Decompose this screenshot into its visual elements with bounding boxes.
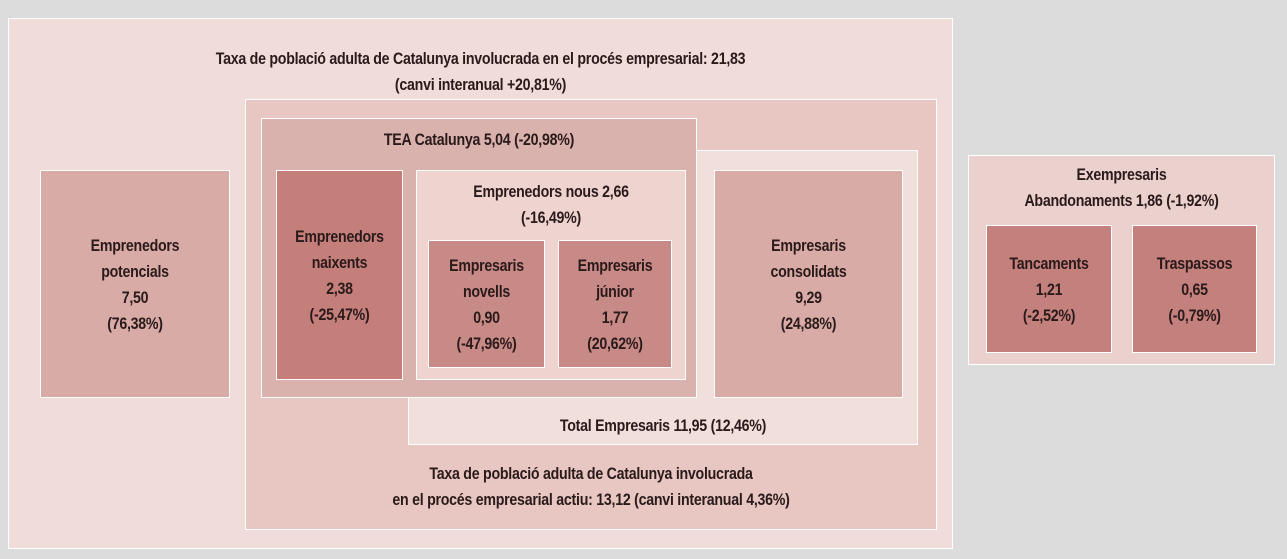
label-line: Tancaments: [1009, 255, 1089, 273]
box-label: Emprenedors potencials 7,50 (76,38%): [54, 171, 216, 399]
label-line: (20,62%): [587, 335, 643, 353]
label-line: 1,21: [1035, 281, 1063, 299]
label-line: Empresaris: [449, 257, 524, 275]
label-line: consolidats: [770, 263, 847, 281]
label-line: (-0,79%): [1168, 307, 1221, 325]
box-label: Taxa de població adulta de Catalunya inv…: [75, 41, 886, 103]
potential-box: Emprenedors potencials 7,50 (76,38%): [40, 170, 230, 398]
transfer-box: Traspassos 0,65 (-0,79%): [1132, 225, 1257, 353]
label-line: Empresaris: [577, 257, 653, 275]
label-line: Abandonaments 1,86 (-1,92%): [1024, 192, 1219, 210]
box-label: TEA Catalunya 5,04 (-20,98%): [292, 123, 665, 157]
label-line: 0,65: [1181, 281, 1208, 299]
label-line: TEA Catalunya 5,04 (-20,98%): [383, 131, 575, 149]
label-line: Emprenedors: [90, 237, 180, 255]
box-label: Emprenedors nous 2,66 (-16,49%): [436, 177, 666, 233]
box-label: Total Empresaris 11,95 (12,46%): [445, 409, 882, 443]
box-label: Emprenedors naixents 2,38 (-25,47%): [286, 171, 394, 381]
label-line: (canvi interanual +20,81%): [394, 76, 567, 94]
label-line: Emprenedors nous 2,66: [473, 183, 629, 201]
label-line: Traspassos: [1156, 255, 1233, 273]
box-label: Exempresaris Abandonaments 1,86 (-1,92%): [990, 158, 1252, 218]
box-label: Traspassos 0,65 (-0,79%): [1142, 226, 1248, 354]
label-line: naixents: [311, 254, 368, 272]
label-line: (76,38%): [107, 315, 163, 333]
label-line: en el procés empresarial actiu: 13,12 (c…: [392, 491, 790, 509]
box-label: Tancaments 1,21 (-2,52%): [996, 226, 1103, 354]
label-line: (-25,47%): [309, 306, 370, 324]
label-line: Taxa de població adulta de Catalunya inv…: [429, 465, 753, 483]
label-line: (-16,49%): [521, 209, 581, 227]
label-line: novells: [462, 283, 511, 301]
label-line: júnior: [596, 283, 634, 301]
label-line: Emprenedors: [295, 228, 384, 246]
label-line: Empresaris: [771, 237, 846, 255]
consolidated-box: Empresaris consolidats 9,29 (24,88%): [714, 170, 903, 398]
label-line: (24,88%): [780, 315, 837, 333]
box-label: Empresaris novells 0,90 (-47,96%): [437, 241, 536, 369]
label-line: Exempresaris: [1076, 166, 1167, 184]
box-label: Empresaris consolidats 9,29 (24,88%): [728, 171, 889, 399]
label-line: 7,50: [121, 289, 149, 307]
label-line: 2,38: [326, 280, 353, 298]
junior-box: Empresaris júnior 1,77 (20,62%): [558, 240, 672, 368]
label-line: (-47,96%): [456, 335, 517, 353]
closure-box: Tancaments 1,21 (-2,52%): [986, 225, 1112, 353]
label-line: potencials: [101, 263, 169, 281]
label-line: 0,90: [473, 309, 500, 327]
nascent-box: Emprenedors naixents 2,38 (-25,47%): [276, 170, 403, 380]
box-label: Taxa de població adulta de Catalunya inv…: [294, 456, 887, 518]
label-line: Total Empresaris 11,95 (12,46%): [559, 417, 767, 435]
novice-box: Empresaris novells 0,90 (-47,96%): [428, 240, 545, 368]
label-line: Taxa de població adulta de Catalunya inv…: [215, 50, 746, 68]
label-line: 1,77: [601, 309, 629, 327]
label-line: 9,29: [795, 289, 822, 307]
box-label: Empresaris júnior 1,77 (20,62%): [567, 241, 663, 369]
label-line: (-2,52%): [1022, 307, 1076, 325]
